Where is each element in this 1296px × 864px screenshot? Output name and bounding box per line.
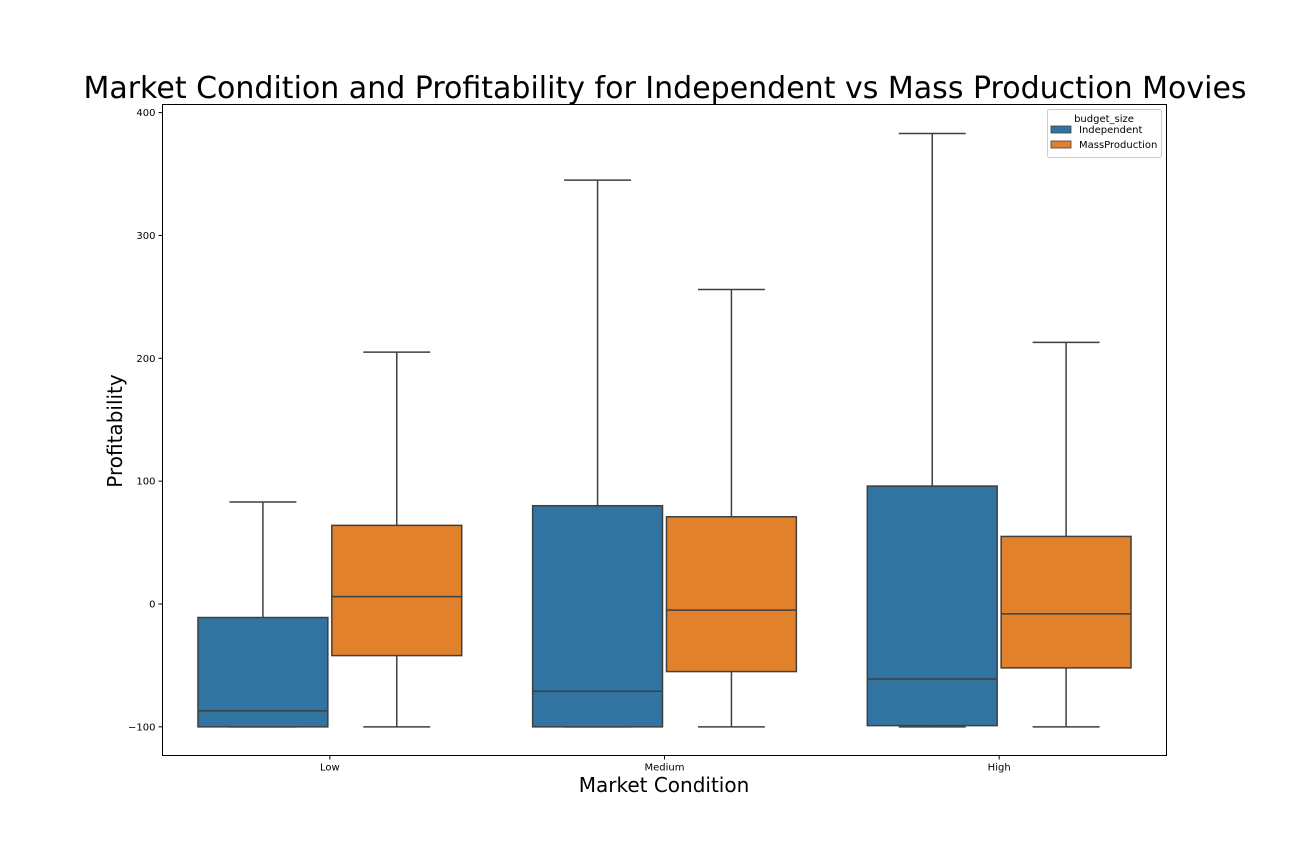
legend-frame xyxy=(1047,109,1162,158)
box-iqr xyxy=(531,504,664,728)
y-tick-label: 200 xyxy=(136,354,155,365)
box-iqr xyxy=(331,524,463,657)
box-independent-low xyxy=(197,501,329,728)
legend-swatch xyxy=(1050,125,1072,134)
legend-swatch xyxy=(1050,140,1072,149)
x-tick-label: High xyxy=(988,763,1011,774)
box-iqr xyxy=(665,516,798,673)
legend: budget_size Independent MassProduction xyxy=(1047,109,1162,158)
y-tick-label: −100 xyxy=(128,722,155,733)
box-iqr xyxy=(1000,535,1132,669)
y-tick-label: 100 xyxy=(136,477,155,488)
box-independent-high xyxy=(866,132,998,728)
y-tick-label: 300 xyxy=(136,231,155,242)
legend-title: budget_size xyxy=(1074,114,1134,125)
box-independent-medium xyxy=(531,179,664,728)
x-axis-label: Market Condition xyxy=(579,773,750,797)
y-axis-label: Profitability xyxy=(103,374,127,488)
y-tick-label: 0 xyxy=(149,600,155,611)
box-massproduction-medium xyxy=(665,288,798,728)
chart-title: Market Condition and Profitability for I… xyxy=(83,71,1246,106)
y-tick-label: 400 xyxy=(136,108,155,119)
legend-entry-label: MassProduction xyxy=(1079,140,1157,151)
box-massproduction-low xyxy=(331,351,463,728)
x-axis: Low Medium High xyxy=(320,755,1011,774)
plot-area xyxy=(197,132,1132,728)
box-massproduction-high xyxy=(1000,341,1132,728)
x-tick-label: Low xyxy=(320,763,340,774)
y-axis: −100 0 100 200 300 400 xyxy=(128,108,163,733)
box-iqr xyxy=(197,616,329,728)
box-iqr xyxy=(866,485,998,727)
x-tick-label: Medium xyxy=(645,763,685,774)
legend-entry-label: Independent xyxy=(1079,125,1142,136)
